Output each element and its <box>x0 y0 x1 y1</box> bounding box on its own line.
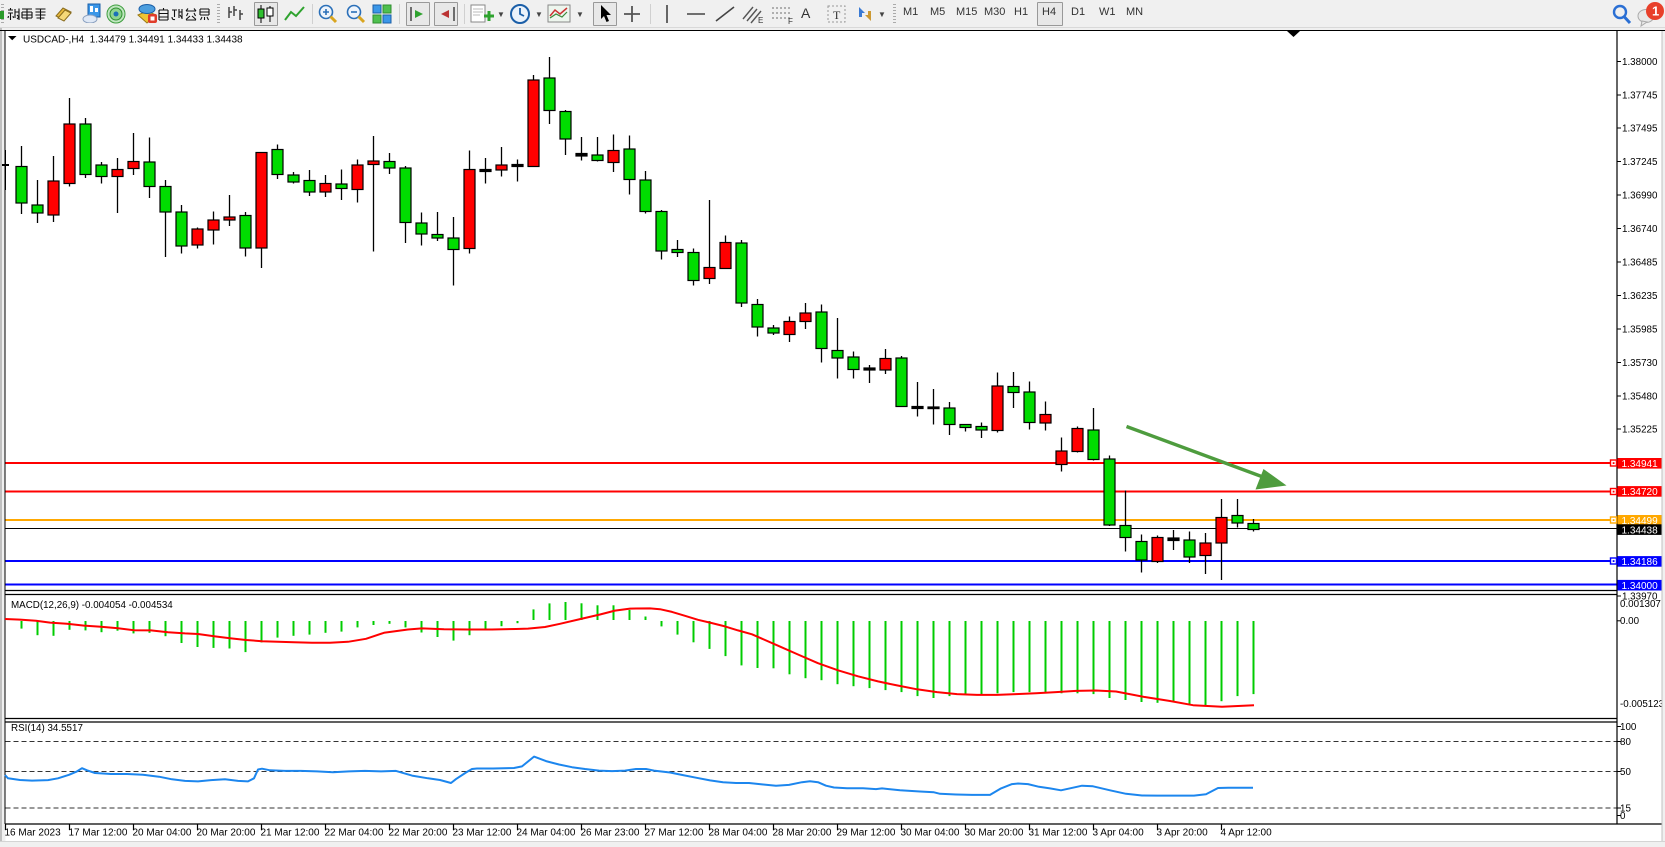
svg-text:20 Mar 20:00: 20 Mar 20:00 <box>197 828 256 839</box>
svg-text:1.37245: 1.37245 <box>1622 157 1658 168</box>
svg-text:E: E <box>758 16 763 25</box>
svg-text:RSI(14) 34.5517: RSI(14) 34.5517 <box>11 723 83 734</box>
svg-text:80: 80 <box>1620 737 1631 748</box>
svg-text:1.36485: 1.36485 <box>1622 258 1658 269</box>
svg-text:1.35480: 1.35480 <box>1622 392 1658 403</box>
svg-text:1.35225: 1.35225 <box>1622 425 1658 436</box>
svg-text:1.35730: 1.35730 <box>1622 358 1658 369</box>
svg-text:31 Mar 12:00: 31 Mar 12:00 <box>1029 828 1088 839</box>
svg-text:1.35985: 1.35985 <box>1622 325 1658 336</box>
svg-text:1.34186: 1.34186 <box>1622 557 1659 568</box>
svg-text:28 Mar 20:00: 28 Mar 20:00 <box>773 828 832 839</box>
svg-text:1.37745: 1.37745 <box>1622 91 1658 102</box>
svg-text:4 Apr 12:00: 4 Apr 12:00 <box>1221 828 1273 839</box>
svg-text:1.34941: 1.34941 <box>1622 459 1659 470</box>
svg-text:21 Mar 12:00: 21 Mar 12:00 <box>261 828 320 839</box>
svg-text:0: 0 <box>1620 811 1626 822</box>
svg-text:24 Mar 04:00: 24 Mar 04:00 <box>517 828 576 839</box>
svg-text:1.36990: 1.36990 <box>1622 191 1658 202</box>
svg-text:3 Apr 04:00: 3 Apr 04:00 <box>1093 828 1145 839</box>
svg-text:15: 15 <box>1620 804 1631 815</box>
svg-text:3 Apr 20:00: 3 Apr 20:00 <box>1157 828 1209 839</box>
svg-text:1.36235: 1.36235 <box>1622 291 1658 302</box>
svg-text:28 Mar 04:00: 28 Mar 04:00 <box>709 828 768 839</box>
svg-text:0.001307: 0.001307 <box>1620 599 1661 610</box>
svg-text:1.38000: 1.38000 <box>1622 57 1658 68</box>
svg-text:100: 100 <box>1620 722 1637 733</box>
svg-text:23 Mar 12:00: 23 Mar 12:00 <box>453 828 512 839</box>
svg-text:MACD(12,26,9) -0.004054 -0.004: MACD(12,26,9) -0.004054 -0.004534 <box>11 600 173 611</box>
svg-text:-0.005123: -0.005123 <box>1620 699 1665 710</box>
svg-text:16 Mar 2023: 16 Mar 2023 <box>5 828 62 839</box>
svg-text:27 Mar 12:00: 27 Mar 12:00 <box>645 828 704 839</box>
svg-text:1.37495: 1.37495 <box>1622 124 1658 135</box>
svg-text:F: F <box>788 17 793 25</box>
svg-text:1.34499: 1.34499 <box>1622 516 1659 527</box>
svg-text:26 Mar 23:00: 26 Mar 23:00 <box>581 828 640 839</box>
svg-text:1: 1 <box>1652 4 1659 19</box>
svg-text:1.34438: 1.34438 <box>1622 525 1659 536</box>
svg-text:1.34000: 1.34000 <box>1622 581 1659 592</box>
svg-text:50: 50 <box>1620 767 1631 778</box>
svg-text:30 Mar 20:00: 30 Mar 20:00 <box>965 828 1024 839</box>
svg-text:22 Mar 20:00: 22 Mar 20:00 <box>389 828 448 839</box>
svg-text:T: T <box>833 8 841 22</box>
svg-text:22 Mar 04:00: 22 Mar 04:00 <box>325 828 384 839</box>
svg-text:17 Mar 12:00: 17 Mar 12:00 <box>69 828 128 839</box>
svg-text:USDCAD-,H4 1.34479 1.34491 1.: USDCAD-,H4 1.34479 1.34491 1.34433 1.344… <box>23 35 243 46</box>
svg-text:1.36740: 1.36740 <box>1622 224 1658 235</box>
svg-text:0.00: 0.00 <box>1620 616 1640 627</box>
svg-text:29 Mar 12:00: 29 Mar 12:00 <box>837 828 896 839</box>
svg-text:30 Mar 04:00: 30 Mar 04:00 <box>901 828 960 839</box>
svg-text:1.34720: 1.34720 <box>1622 487 1659 498</box>
svg-text:20 Mar 04:00: 20 Mar 04:00 <box>133 828 192 839</box>
svg-text:1.33970: 1.33970 <box>1622 592 1658 603</box>
